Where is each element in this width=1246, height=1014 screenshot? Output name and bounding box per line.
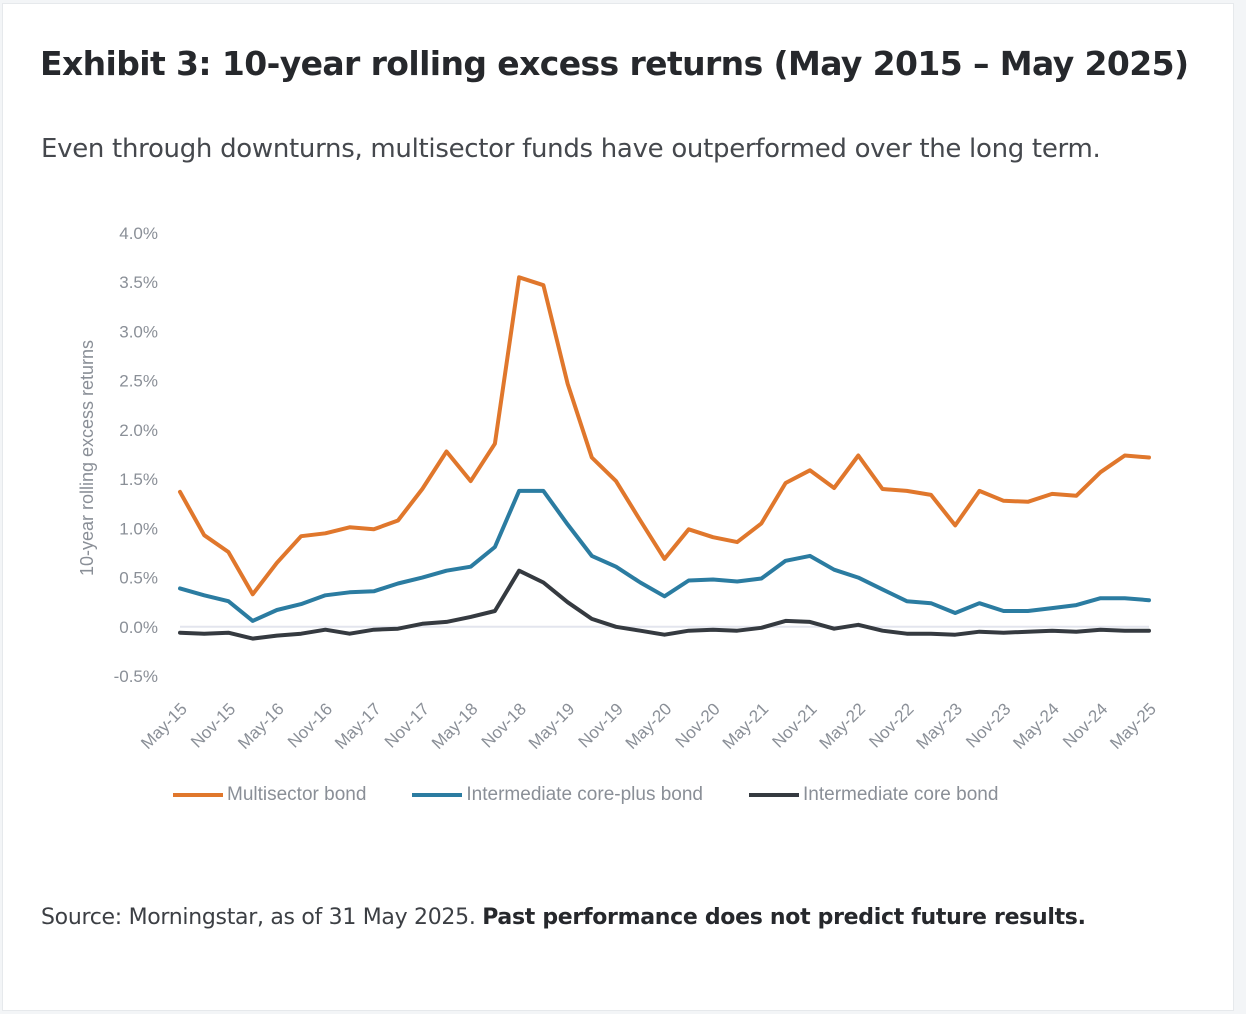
legend-item: Intermediate core bond <box>749 784 998 806</box>
disclaimer-text: Past performance does not predict future… <box>482 905 1086 930</box>
legend-swatch <box>173 793 223 797</box>
y-tick-label: 3.5% <box>119 273 158 292</box>
y-tick-label: 2.5% <box>119 372 158 391</box>
legend-swatch <box>749 793 799 797</box>
x-tick-label: Nov-24 <box>1059 699 1111 751</box>
source-text: Source: Morningstar, as of 31 May 2025. <box>41 905 483 930</box>
x-tick-label: May-17 <box>331 699 385 753</box>
y-tick-label: 1.0% <box>119 519 158 538</box>
x-tick-label: May-25 <box>1106 699 1160 753</box>
x-tick-label: Nov-20 <box>672 699 724 751</box>
x-tick-label: Nov-19 <box>575 699 627 751</box>
y-tick-label: -0.5% <box>114 667 158 686</box>
legend-label: Multisector bond <box>227 784 367 805</box>
chart-legend: Multisector bond Intermediate core-plus b… <box>173 782 1044 808</box>
line-chart: -0.5% 0.0% 0.5% 1.0% 1.5% 2.0% 2.5% 3.0% 3.5% 4.0… <box>77 224 1160 753</box>
legend-item: Multisector bond <box>173 784 366 806</box>
series-line-multisector-bond <box>178 275 1151 597</box>
x-tick-label: Nov-18 <box>478 699 530 751</box>
y-axis-title: 10-year rolling excess returns <box>77 340 97 576</box>
x-tick-label: Nov-21 <box>768 699 820 751</box>
y-tick-label: 0.5% <box>119 569 158 588</box>
x-tick-label: May-16 <box>234 699 288 753</box>
x-tick-label: Nov-22 <box>865 699 917 751</box>
x-tick-label: May-23 <box>913 699 967 753</box>
legend-swatch <box>412 793 463 797</box>
x-tick-label: May-18 <box>428 699 482 753</box>
chart-title: Exhibit 3: 10-year rolling excess return… <box>40 44 1189 83</box>
x-tick-label: Nov-17 <box>381 699 433 751</box>
y-tick-label: 4.0% <box>119 224 158 243</box>
chart-subtitle: Even through downturns, multisector fund… <box>41 134 1101 164</box>
source-note: Source: Morningstar, as of 31 May 2025. … <box>41 905 1086 930</box>
x-tick-label: Nov-15 <box>187 699 239 751</box>
x-tick-label: May-15 <box>137 699 191 753</box>
series-line-intermediate-core-plus-bond <box>178 488 1151 623</box>
y-tick-label: 3.0% <box>119 322 158 341</box>
x-tick-label: May-19 <box>525 699 579 753</box>
x-tick-label: Nov-23 <box>962 699 1014 751</box>
y-tick-label: 2.0% <box>119 421 158 440</box>
legend-item: Intermediate core-plus bond <box>412 784 703 806</box>
x-tick-label: May-21 <box>719 699 773 753</box>
series-line-intermediate-core-bond <box>178 568 1151 641</box>
exhibit-card: Exhibit 3: 10-year rolling excess return… <box>2 3 1234 1011</box>
legend-label: Intermediate core bond <box>803 784 999 805</box>
legend-label: Intermediate core-plus bond <box>466 784 703 805</box>
x-tick-label: Nov-16 <box>284 699 336 751</box>
y-tick-label: 0.0% <box>119 618 158 637</box>
y-tick-label: 1.5% <box>119 470 158 489</box>
x-tick-label: May-22 <box>816 699 870 753</box>
x-tick-label: May-20 <box>622 699 676 753</box>
x-tick-label: May-24 <box>1009 699 1063 753</box>
